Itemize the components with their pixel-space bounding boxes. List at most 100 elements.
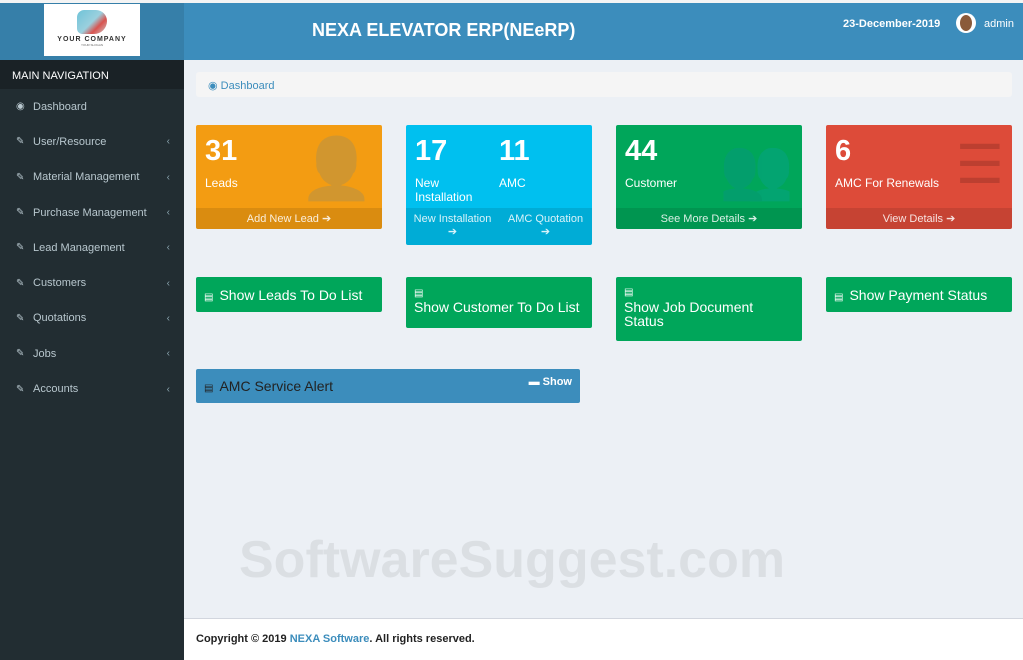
edit-icon: ✎ [16, 312, 25, 324]
button-label: Show Customer To Do List [414, 299, 580, 315]
list-icon: ▬ [528, 376, 543, 388]
dashboard-icon: ◉ [16, 101, 25, 113]
button-label: Show Payment Status [849, 287, 988, 303]
logo-mark [77, 10, 107, 34]
chevron-left-icon: ‹ [166, 207, 170, 219]
new-installation-link[interactable]: New Installation ➔ [406, 213, 499, 238]
logo-company: YOUR COMPANY [57, 36, 127, 43]
button-label: Show [542, 376, 572, 388]
sidebar-item-label: Accounts [33, 383, 79, 396]
sidebar-item-quotations[interactable]: ✎ Quotations ‹ [0, 301, 184, 336]
sidebar-item-label: Quotations [33, 312, 87, 325]
breadcrumb[interactable]: ◉ Dashboard [196, 72, 1012, 97]
arrow-circle-right-icon: ➔ [748, 213, 758, 225]
sidebar-item-accounts[interactable]: ✎ Accounts ‹ [0, 371, 184, 406]
sidebar-item-purchase-management[interactable]: ✎ Purchase Management ‹ [0, 195, 184, 230]
show-job-document-button[interactable]: ▤ Show Job Document Status [616, 277, 802, 341]
show-payment-status-button[interactable]: ▤ Show Payment Status [826, 277, 1012, 312]
view-details-link[interactable]: View Details ➔ [826, 208, 1012, 229]
logo-slogan: YOUR SLOGAN [80, 43, 103, 47]
edit-icon: ✎ [16, 383, 25, 395]
button-label: Show Job Document Status [624, 299, 754, 329]
sidebar-item-label: Customers [33, 277, 87, 290]
link-label: See More Details [660, 213, 746, 225]
chevron-left-icon: ‹ [166, 242, 170, 254]
sidebar-item-customers[interactable]: ✎ Customers ‹ [0, 265, 184, 300]
clipboard-icon: ▤ [834, 292, 844, 303]
arrow-circle-right-icon: ➔ [540, 226, 551, 238]
installation-footer: New Installation ➔ AMC Quotation ➔ [406, 208, 592, 245]
edit-icon: ✎ [16, 277, 25, 289]
main-content: ◉ Dashboard 👤 31 Leads Add New Lead ➔ 17… [184, 60, 1023, 618]
leads-box: 👤 31 Leads Add New Lead ➔ [196, 125, 382, 229]
add-new-lead-link[interactable]: Add New Lead ➔ [196, 208, 382, 229]
watermark: SoftwareSuggest.com [239, 531, 786, 589]
renewals-caption: AMC For Renewals [835, 176, 940, 190]
arrow-circle-right-icon: ➔ [447, 226, 458, 238]
chevron-left-icon: ‹ [166, 383, 170, 395]
leads-count: 31 [205, 135, 238, 167]
brand-link[interactable]: NEXA Software [289, 633, 370, 645]
sidebar-item-label: User/Resource [33, 135, 107, 148]
nav-heading: MAIN NAVIGATION [0, 60, 184, 89]
installation-box: 17 New Installation 11 AMC New Installat… [406, 125, 592, 245]
user-plus-icon: 👤 [299, 135, 374, 202]
sidebar-item-label: Lead Management [33, 241, 125, 254]
sidebar-item-jobs[interactable]: ✎ Jobs ‹ [0, 336, 184, 371]
arrow-circle-right-icon: ➔ [946, 213, 956, 225]
clipboard-icon: ▤ [624, 287, 634, 298]
copyright: Copyright © 2019 [196, 633, 287, 645]
alert-title: AMC Service Alert [219, 378, 334, 394]
dashboard-icon: ◉ [208, 80, 221, 92]
chevron-left-icon: ‹ [166, 348, 170, 360]
amc-count: 11 [499, 135, 530, 167]
top-strip [0, 0, 1023, 3]
sidebar-item-lead-management[interactable]: ✎ Lead Management ‹ [0, 230, 184, 265]
installation-caption: New Installation [415, 176, 473, 204]
sidebar-item-label: Dashboard [33, 100, 87, 113]
current-date: 23-December-2019 [843, 18, 941, 30]
link-label: Add New Lead [246, 213, 319, 225]
installation-count: 17 [415, 135, 448, 167]
customer-count: 44 [625, 135, 658, 167]
sidebar: MAIN NAVIGATION ◉ Dashboard ✎ User/Resource… [0, 60, 184, 660]
leads-caption: Leads [205, 176, 238, 190]
button-label: Show Leads To Do List [219, 287, 363, 303]
amc-quotation-link[interactable]: AMC Quotation ➔ [499, 213, 592, 238]
link-label: View Details [882, 213, 944, 225]
chevron-left-icon: ‹ [166, 171, 170, 183]
sidebar-item-label: Jobs [33, 347, 57, 360]
customer-box: 👥 44 Customer See More Details ➔ [616, 125, 802, 229]
sidebar-item-user-resource[interactable]: ✎ User/Resource ‹ [0, 124, 184, 159]
users-icon: 👥 [719, 135, 794, 202]
link-label: New Installation [413, 213, 492, 225]
arrow-circle-right-icon: ➔ [322, 213, 332, 225]
clipboard-icon: ▤ [414, 288, 424, 299]
edit-icon: ✎ [16, 242, 25, 254]
show-customer-todo-button[interactable]: ▤ Show Customer To Do List [406, 277, 592, 328]
company-logo[interactable]: YOUR COMPANY YOUR SLOGAN [44, 4, 140, 56]
header: NEXA ELEVATOR ERP(NEeRP) 23-December-201… [184, 3, 1023, 60]
chevron-left-icon: ‹ [166, 277, 170, 289]
see-more-details-link[interactable]: See More Details ➔ [616, 208, 802, 229]
sidebar-item-label: Material Management [33, 171, 140, 184]
sidebar-item-dashboard[interactable]: ◉ Dashboard [0, 89, 184, 124]
link-label: AMC Quotation [507, 213, 584, 225]
logo-area: YOUR COMPANY YOUR SLOGAN [0, 3, 184, 60]
amc-service-alert: ▤ AMC Service Alert ▬ Show [196, 369, 580, 403]
list-icon: ☰ [955, 135, 1004, 195]
sidebar-item-label: Purchase Management [33, 206, 147, 219]
edit-icon: ✎ [16, 171, 25, 183]
rights: . All rights reserved. [369, 633, 475, 645]
breadcrumb-label: Dashboard [220, 80, 275, 92]
edit-icon: ✎ [16, 136, 25, 148]
sidebar-item-material-management[interactable]: ✎ Material Management ‹ [0, 160, 184, 195]
clipboard-icon: ▤ [204, 292, 214, 303]
show-alert-button[interactable]: ▬ Show [529, 376, 572, 388]
avatar[interactable] [956, 13, 976, 33]
footer: Copyright © 2019 NEXA Software. All righ… [184, 618, 1023, 660]
edit-icon: ✎ [16, 207, 25, 219]
user-name[interactable]: admin [984, 18, 1014, 30]
clipboard-icon: ▤ [204, 383, 214, 394]
show-leads-todo-button[interactable]: ▤ Show Leads To Do List [196, 277, 382, 312]
